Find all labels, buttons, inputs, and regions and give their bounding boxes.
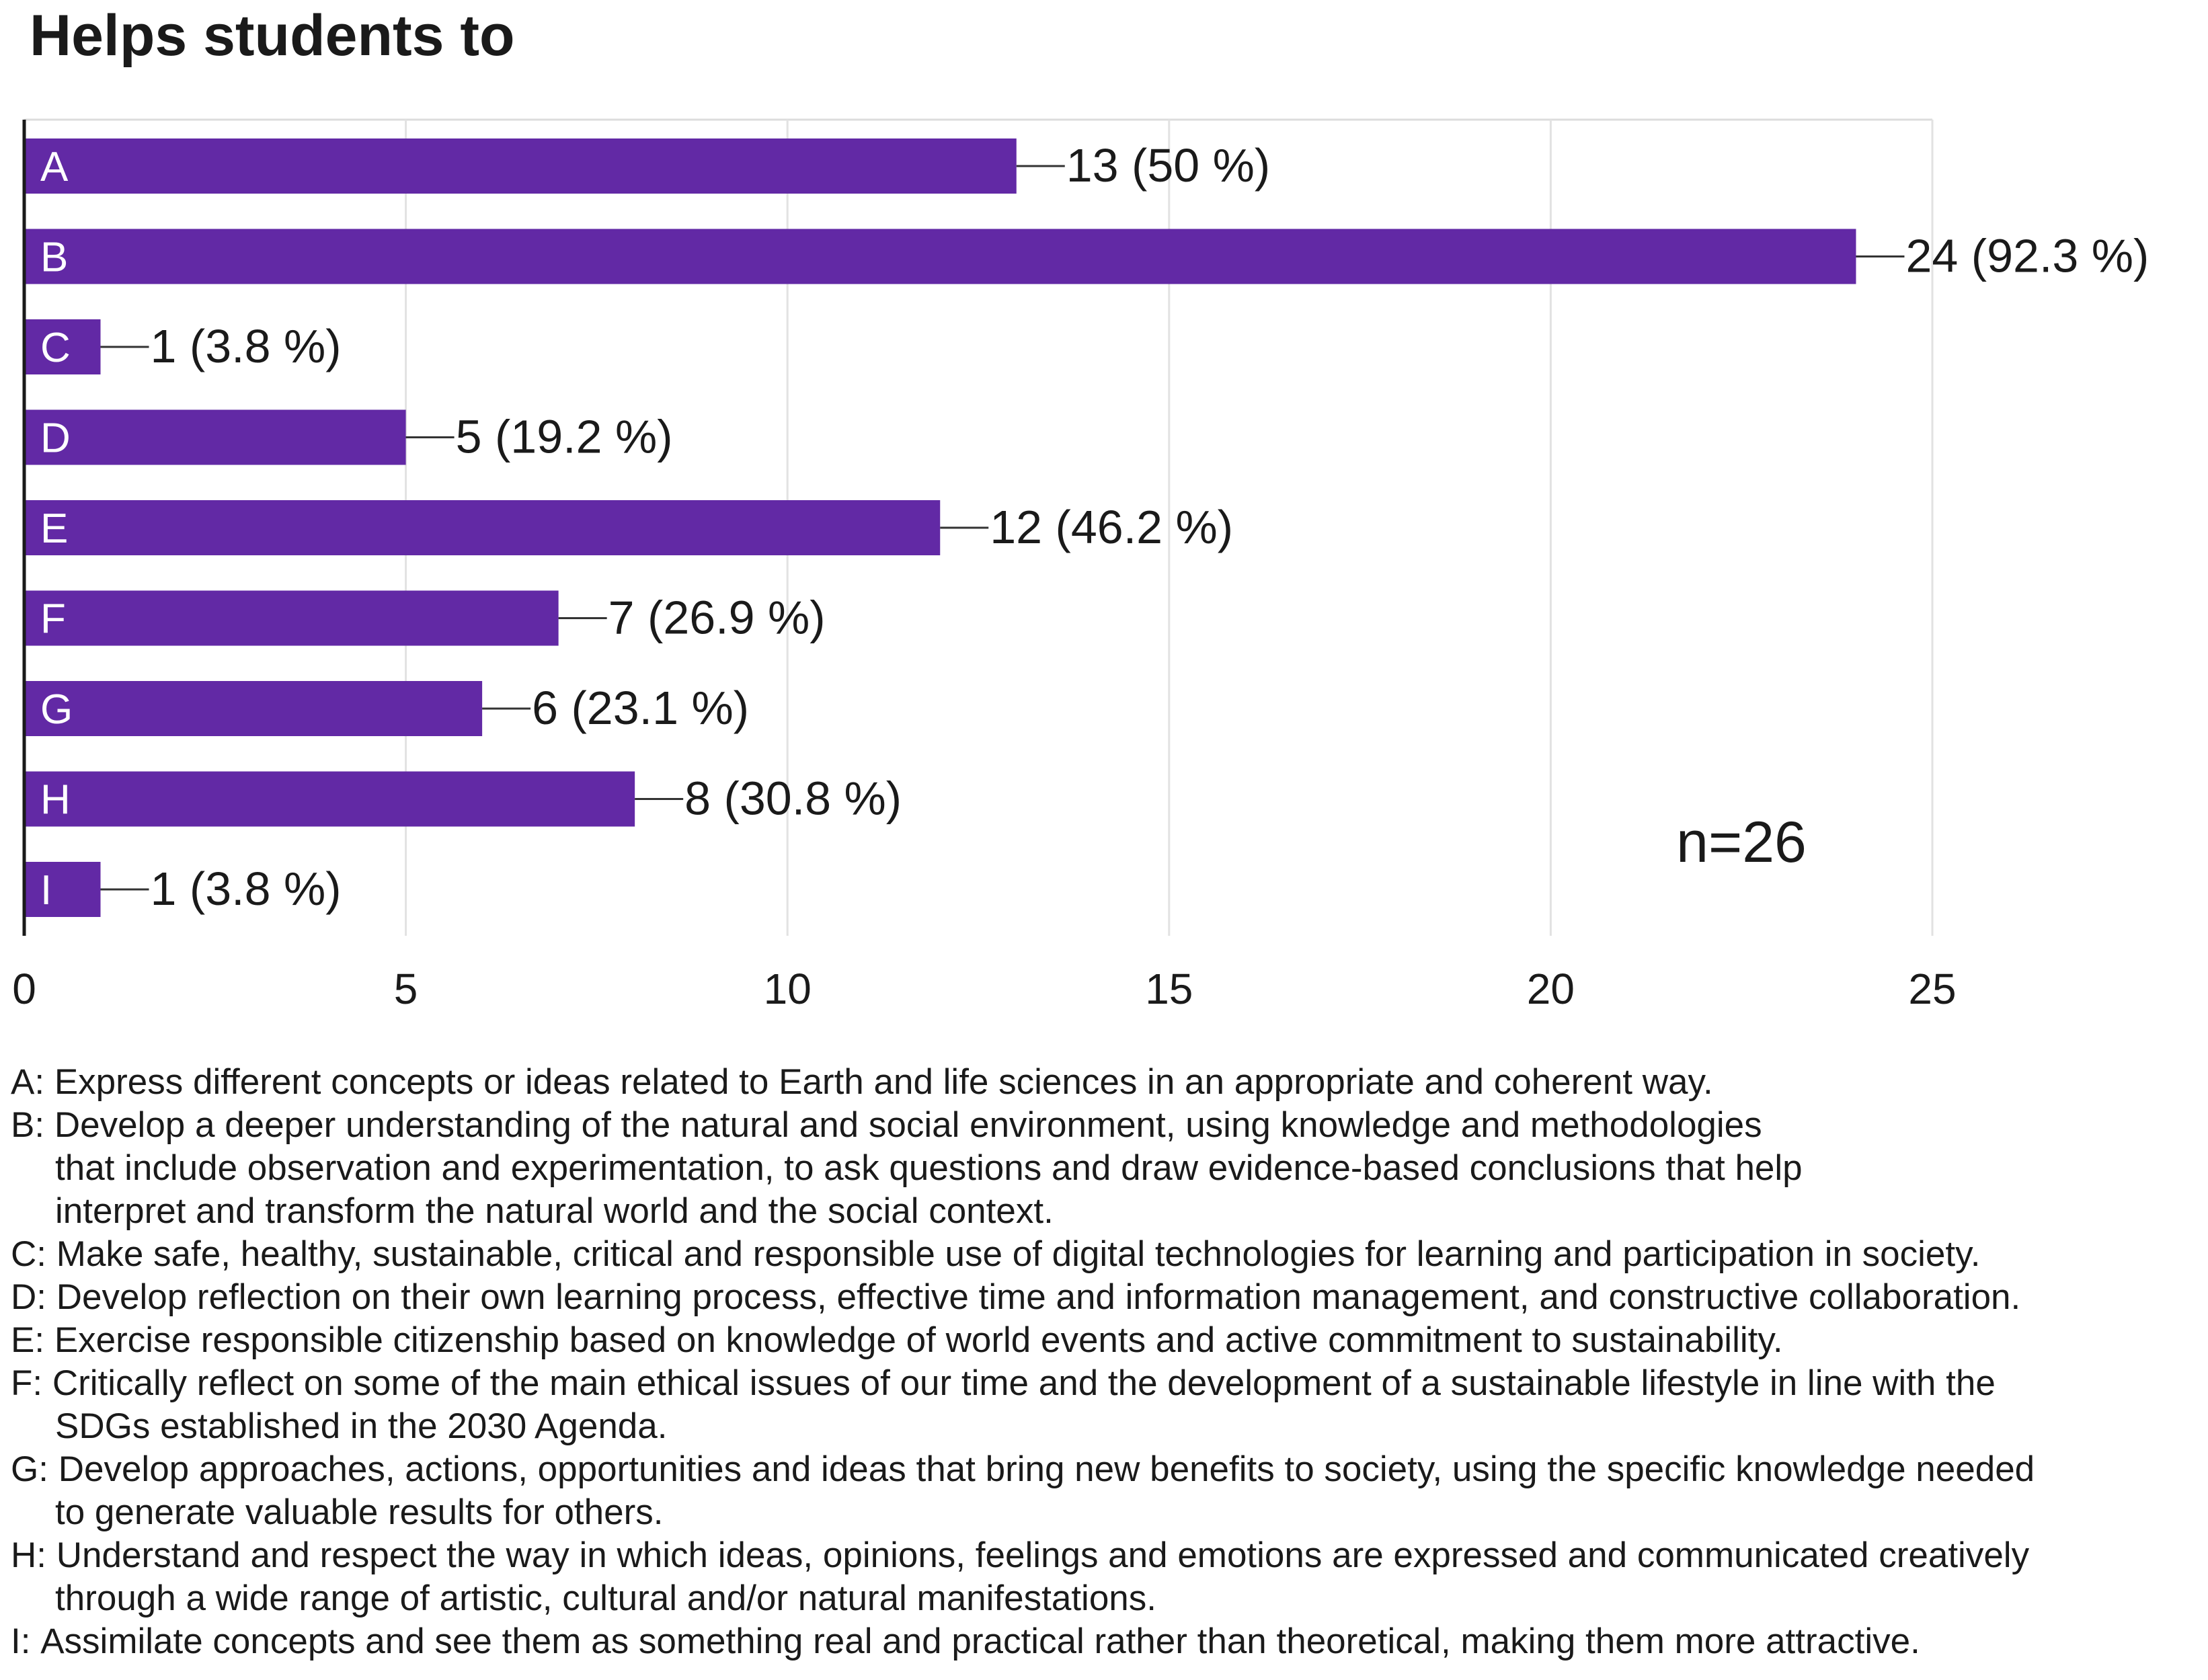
data-label: 1 (3.8 %) (151, 320, 342, 372)
legend-key: D: (11, 1277, 56, 1317)
bar (24, 862, 101, 917)
legend-description-line: Understand and respect the way in which … (56, 1535, 2030, 1575)
data-label: 7 (26.9 %) (608, 592, 826, 644)
legend-description: Exercise responsible citizenship based o… (54, 1319, 2203, 1362)
legend-item: E: Exercise responsible citizenship base… (11, 1319, 2203, 1362)
legend-key: F: (11, 1363, 52, 1403)
legend-description-line: to generate valuable results for others. (55, 1492, 664, 1532)
bar-category-label: A (40, 144, 69, 190)
legend-item: B: Develop a deeper understanding of the… (11, 1104, 2203, 1233)
legend-description: Make safe, healthy, sustainable, critica… (56, 1233, 2203, 1276)
bar-chart: A 13 (50 %) B 24 (92.3 %) C 1 (3.8 %) D 5 (19.2… (12, 118, 2149, 1013)
bar-category-label: F (40, 596, 66, 643)
data-label: 12 (46.2 %) (990, 501, 1233, 553)
x-tick-label: 25 (1908, 965, 1956, 1013)
bar (24, 771, 635, 827)
legend-item: I: Assimilate concepts and see them as s… (11, 1620, 2203, 1663)
data-label: 13 (50 %) (1066, 139, 1270, 192)
data-label: 24 (92.3 %) (1905, 230, 2149, 282)
data-label: 6 (23.1 %) (532, 682, 749, 734)
bar (24, 681, 483, 736)
legend-key: E: (11, 1320, 54, 1360)
legend-description: Express different concepts or ideas rela… (54, 1061, 2203, 1104)
legend-description-line: Assimilate concepts and see them as some… (40, 1622, 1920, 1661)
legend-key: G: (11, 1449, 58, 1489)
data-label: 1 (3.8 %) (151, 863, 342, 915)
data-label: 5 (19.2 %) (456, 411, 673, 463)
legend-description: Develop reflection on their own learning… (56, 1276, 2203, 1319)
sample-size-annotation: n=26 (1676, 810, 1807, 875)
chart-title: Helps students to (30, 3, 515, 68)
legend-item: G: Develop approaches, actions, opportun… (11, 1448, 2203, 1534)
x-tick-label: 10 (764, 965, 812, 1013)
legend-key: B: (11, 1105, 54, 1145)
legend-description-line: Make safe, healthy, sustainable, critica… (56, 1234, 1981, 1274)
legend-description: Develop approaches, actions, opportuniti… (55, 1448, 2203, 1534)
bar (24, 590, 559, 646)
bar (24, 229, 1856, 284)
legend-description-line: interpret and transform the natural worl… (55, 1191, 1054, 1231)
legend-description: Develop a deeper understanding of the na… (54, 1104, 2203, 1233)
legend-item: F: Critically reflect on some of the mai… (11, 1362, 2203, 1448)
legend-description-line: Develop approaches, actions, opportuniti… (58, 1449, 2035, 1489)
legend-description-line: Develop reflection on their own learning… (56, 1277, 2021, 1317)
legend-description-line: Express different concepts or ideas rela… (54, 1062, 1713, 1102)
legend-item: C: Make safe, healthy, sustainable, crit… (11, 1233, 2203, 1276)
bar-category-label: H (40, 777, 71, 824)
legend: A: Express different concepts or ideas r… (11, 1061, 2203, 1663)
axis-layer: 0 5 10 15 20 25 (12, 120, 1957, 1013)
legend-item: D: Develop reflection on their own learn… (11, 1276, 2203, 1319)
legend-description: Understand and respect the way in which … (55, 1534, 2203, 1620)
bar-category-label: B (40, 235, 68, 281)
x-tick-label: 20 (1527, 965, 1575, 1013)
legend-description-line: that include observation and experimenta… (55, 1148, 1803, 1188)
bar-category-label: G (40, 686, 73, 733)
x-tick-label: 0 (12, 965, 36, 1013)
legend-item: H: Understand and respect the way in whi… (11, 1534, 2203, 1620)
legend-description: Assimilate concepts and see them as some… (40, 1620, 2203, 1663)
legend-description-line: Critically reflect on some of the main e… (52, 1363, 1996, 1403)
legend-key: H: (11, 1535, 56, 1575)
bar-category-label: E (40, 506, 68, 552)
legend-description-line: Develop a deeper understanding of the na… (54, 1105, 1762, 1145)
bar-category-label: I (40, 867, 52, 914)
bar-category-label: D (40, 415, 71, 462)
legend-item: A: Express different concepts or ideas r… (11, 1061, 2203, 1104)
legend-key: A: (11, 1062, 54, 1102)
legend-key: C: (11, 1234, 56, 1274)
bar (24, 409, 406, 465)
x-tick-label: 5 (394, 965, 418, 1013)
x-tick-label: 15 (1145, 965, 1193, 1013)
bar-category-label: C (40, 325, 71, 371)
legend-description-line: SDGs established in the 2030 Agenda. (55, 1406, 668, 1446)
legend-key: I: (11, 1622, 41, 1661)
data-label: 8 (30.8 %) (684, 772, 902, 825)
legend-description-line: Exercise responsible citizenship based o… (54, 1320, 1783, 1360)
bar (24, 319, 101, 374)
legend-description-line: through a wide range of artistic, cultur… (55, 1578, 1157, 1618)
bar (24, 138, 1017, 194)
bar (24, 500, 941, 555)
bars-layer: A 13 (50 %) B 24 (92.3 %) C 1 (3.8 %) D 5 (19.2… (24, 138, 2149, 917)
legend-description: Critically reflect on some of the main e… (52, 1362, 2203, 1448)
